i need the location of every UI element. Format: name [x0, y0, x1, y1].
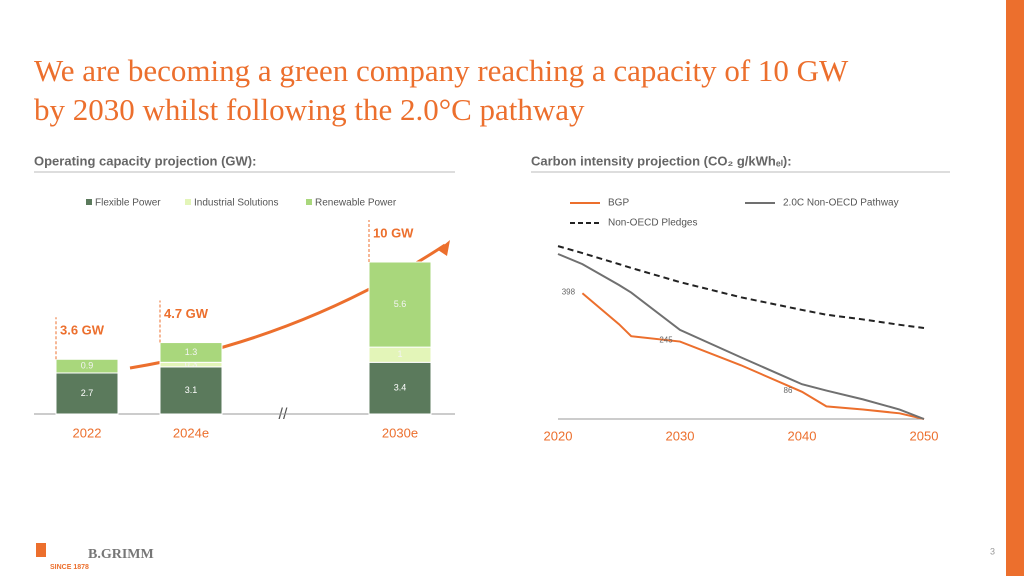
- total-label: 4.7 GW: [164, 306, 209, 321]
- chart-title: Operating capacity projection (GW):: [34, 153, 256, 168]
- total-label: 10 GW: [373, 225, 414, 240]
- arrow-head: [438, 240, 450, 256]
- axis-break: //: [279, 406, 288, 423]
- value-label: 0.9: [81, 360, 94, 370]
- x-tick-label: 2040: [788, 428, 817, 443]
- bar-segment: [159, 342, 223, 363]
- legend-swatch: [306, 199, 312, 205]
- line-series: [557, 245, 925, 329]
- legend-label: 2.0C Non-OECD Pathway: [783, 198, 899, 209]
- legend-swatch: [86, 199, 92, 205]
- chart-title: Carbon intensity projection (CO₂ g/kWhₑₗ…: [531, 153, 792, 168]
- logo-tagline: SINCE 1878: [50, 564, 89, 571]
- value-label: 1.3: [185, 347, 198, 357]
- x-tick-label: 2020: [544, 428, 573, 443]
- bar-segment: [55, 358, 119, 374]
- x-tick-label: 2050: [910, 428, 939, 443]
- bar-segment: [368, 261, 432, 348]
- bar-segment: [55, 372, 119, 415]
- slide-title: We are becoming a green company reaching…: [34, 53, 849, 88]
- value-label: 5.6: [394, 299, 407, 309]
- side-bar: [1006, 0, 1024, 576]
- x-tick-label: 2022: [73, 425, 102, 440]
- data-label: 86: [784, 386, 793, 395]
- total-label: 3.6 GW: [60, 323, 105, 338]
- slide-title: by 2030 whilst following the 2.0°C pathw…: [34, 92, 585, 127]
- data-label: 398: [562, 287, 576, 296]
- logo: B.GRIMM: [88, 547, 154, 562]
- legend-swatch: [185, 199, 191, 205]
- line-series: [557, 253, 925, 420]
- legend-label: Flexible Power: [95, 198, 161, 209]
- legend-label: Industrial Solutions: [194, 198, 279, 209]
- legend-label: Non-OECD Pledges: [608, 218, 697, 229]
- value-label: 0.3: [185, 359, 198, 369]
- value-label: 2.7: [81, 388, 94, 398]
- bar-segment: [368, 361, 432, 415]
- data-label: 245: [659, 336, 673, 345]
- line-series: [581, 292, 925, 420]
- x-tick-label: 2024e: [173, 425, 209, 440]
- x-tick-label: 2030: [666, 428, 695, 443]
- x-tick-label: 2030e: [382, 425, 418, 440]
- legend-label: BGP: [608, 198, 629, 209]
- value-label: 3.1: [185, 385, 198, 395]
- logo-icon: [36, 543, 46, 557]
- value-label: 1: [397, 349, 402, 359]
- value-label: 3.4: [394, 383, 407, 393]
- page-number: 3: [990, 546, 995, 556]
- legend-label: Renewable Power: [315, 198, 397, 209]
